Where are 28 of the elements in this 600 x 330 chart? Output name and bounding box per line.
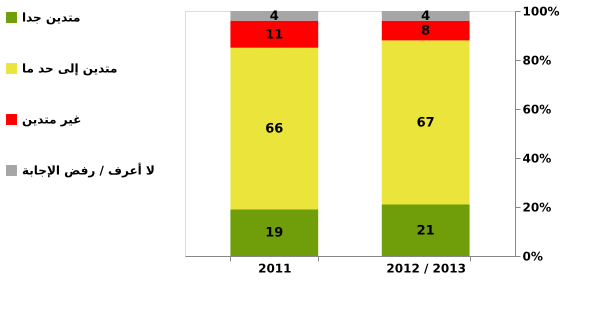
y-tick-label: 60% (522, 102, 552, 116)
legend-label: لا أعرف / رفض الإجابة (22, 162, 155, 178)
y-tick-label: 100% (522, 4, 560, 18)
data-label: 21 (416, 223, 435, 238)
y-tick-label: 20% (522, 200, 552, 214)
bar (382, 20, 470, 40)
y-tick-label: 0% (522, 250, 543, 264)
data-label: 67 (416, 115, 435, 130)
x-tick-label: 2012 / 2013 (386, 262, 466, 276)
bar (382, 11, 470, 21)
bar (382, 40, 470, 205)
data-label: 11 (265, 27, 284, 42)
bar (230, 20, 318, 48)
data-label: 19 (265, 226, 284, 241)
data-label: 4 (421, 8, 430, 24)
y-tick-label: 80% (522, 54, 552, 68)
legend-label: متدين جدا (22, 10, 80, 24)
legend-label: متدين إلى حد ما (22, 62, 118, 76)
bar (382, 204, 470, 256)
bar (230, 209, 318, 256)
legend-label: غير متدين (22, 112, 82, 126)
y-tick-label: 40% (522, 152, 552, 166)
data-label: 8 (421, 24, 430, 39)
bar (230, 11, 318, 21)
bar (230, 48, 318, 210)
data-label: 4 (270, 8, 279, 24)
x-tick-label: 2011 (258, 262, 292, 276)
data-label: 66 (265, 122, 284, 137)
